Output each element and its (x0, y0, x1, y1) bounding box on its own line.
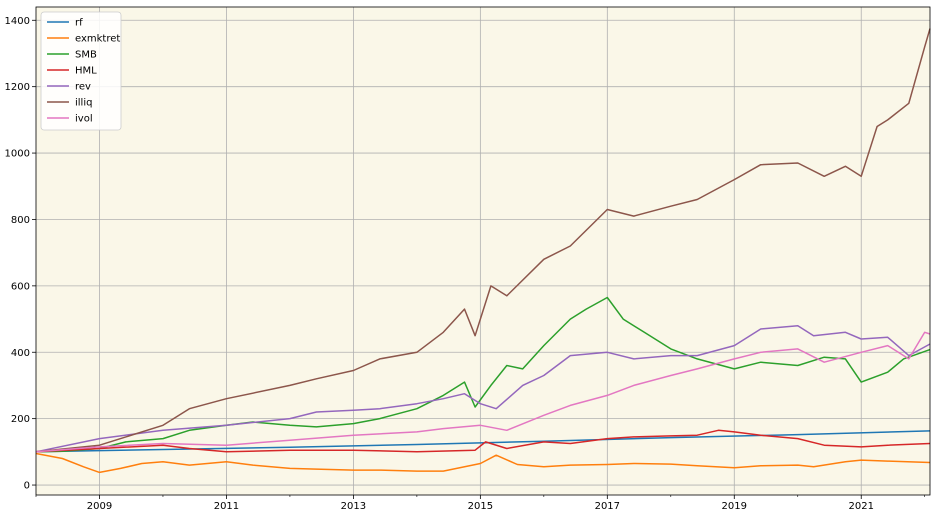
legend-label-rev: rev (75, 82, 91, 93)
series-line-illiq (35, 28, 931, 453)
x-tick-label: 2013 (341, 501, 366, 512)
y-tick-label: 0 (24, 481, 30, 492)
legend-label-illiq: illiq (75, 98, 92, 109)
plot-frame (35, 6, 931, 496)
series-line-rf (35, 430, 931, 453)
plot-area (36, 7, 930, 495)
legend-label-smb: SMB (75, 50, 97, 61)
y-tick-label: 400 (11, 348, 30, 359)
grid (36, 7, 930, 495)
y-tick-label: 1400 (5, 16, 30, 27)
y-tick-label: 800 (11, 215, 30, 226)
legend-label-hml: HML (75, 66, 97, 77)
axes: 2009 2011 2013 2015 2017 2019 2021 0 200 400 600 80… (5, 16, 926, 512)
legend: rf exmktret SMB HML rev illiq ivol (40, 11, 122, 131)
x-tick-label: 2011 (214, 501, 239, 512)
x-tick-label: 2009 (87, 501, 112, 512)
y-tick-label: 1200 (5, 82, 30, 93)
series-line-exmktret (35, 452, 931, 474)
legend-label-ivol: ivol (75, 114, 93, 125)
y-tick-label: 1000 (5, 149, 30, 160)
series-line-hml (35, 429, 931, 453)
legend-label-exmktret: exmktret (75, 34, 120, 45)
series-line-rev (35, 324, 931, 453)
y-tick-label: 200 (11, 414, 30, 425)
legend-box (40, 11, 122, 131)
x-tick-label: 2019 (722, 501, 747, 512)
series-line-ivol (35, 331, 931, 453)
y-tick-label: 600 (11, 281, 30, 292)
series-lines (35, 28, 931, 474)
x-tick-label: 2017 (595, 501, 620, 512)
x-tick-label: 2015 (468, 501, 493, 512)
legend-label-rf: rf (75, 18, 83, 29)
x-tick-label: 2021 (849, 501, 874, 512)
